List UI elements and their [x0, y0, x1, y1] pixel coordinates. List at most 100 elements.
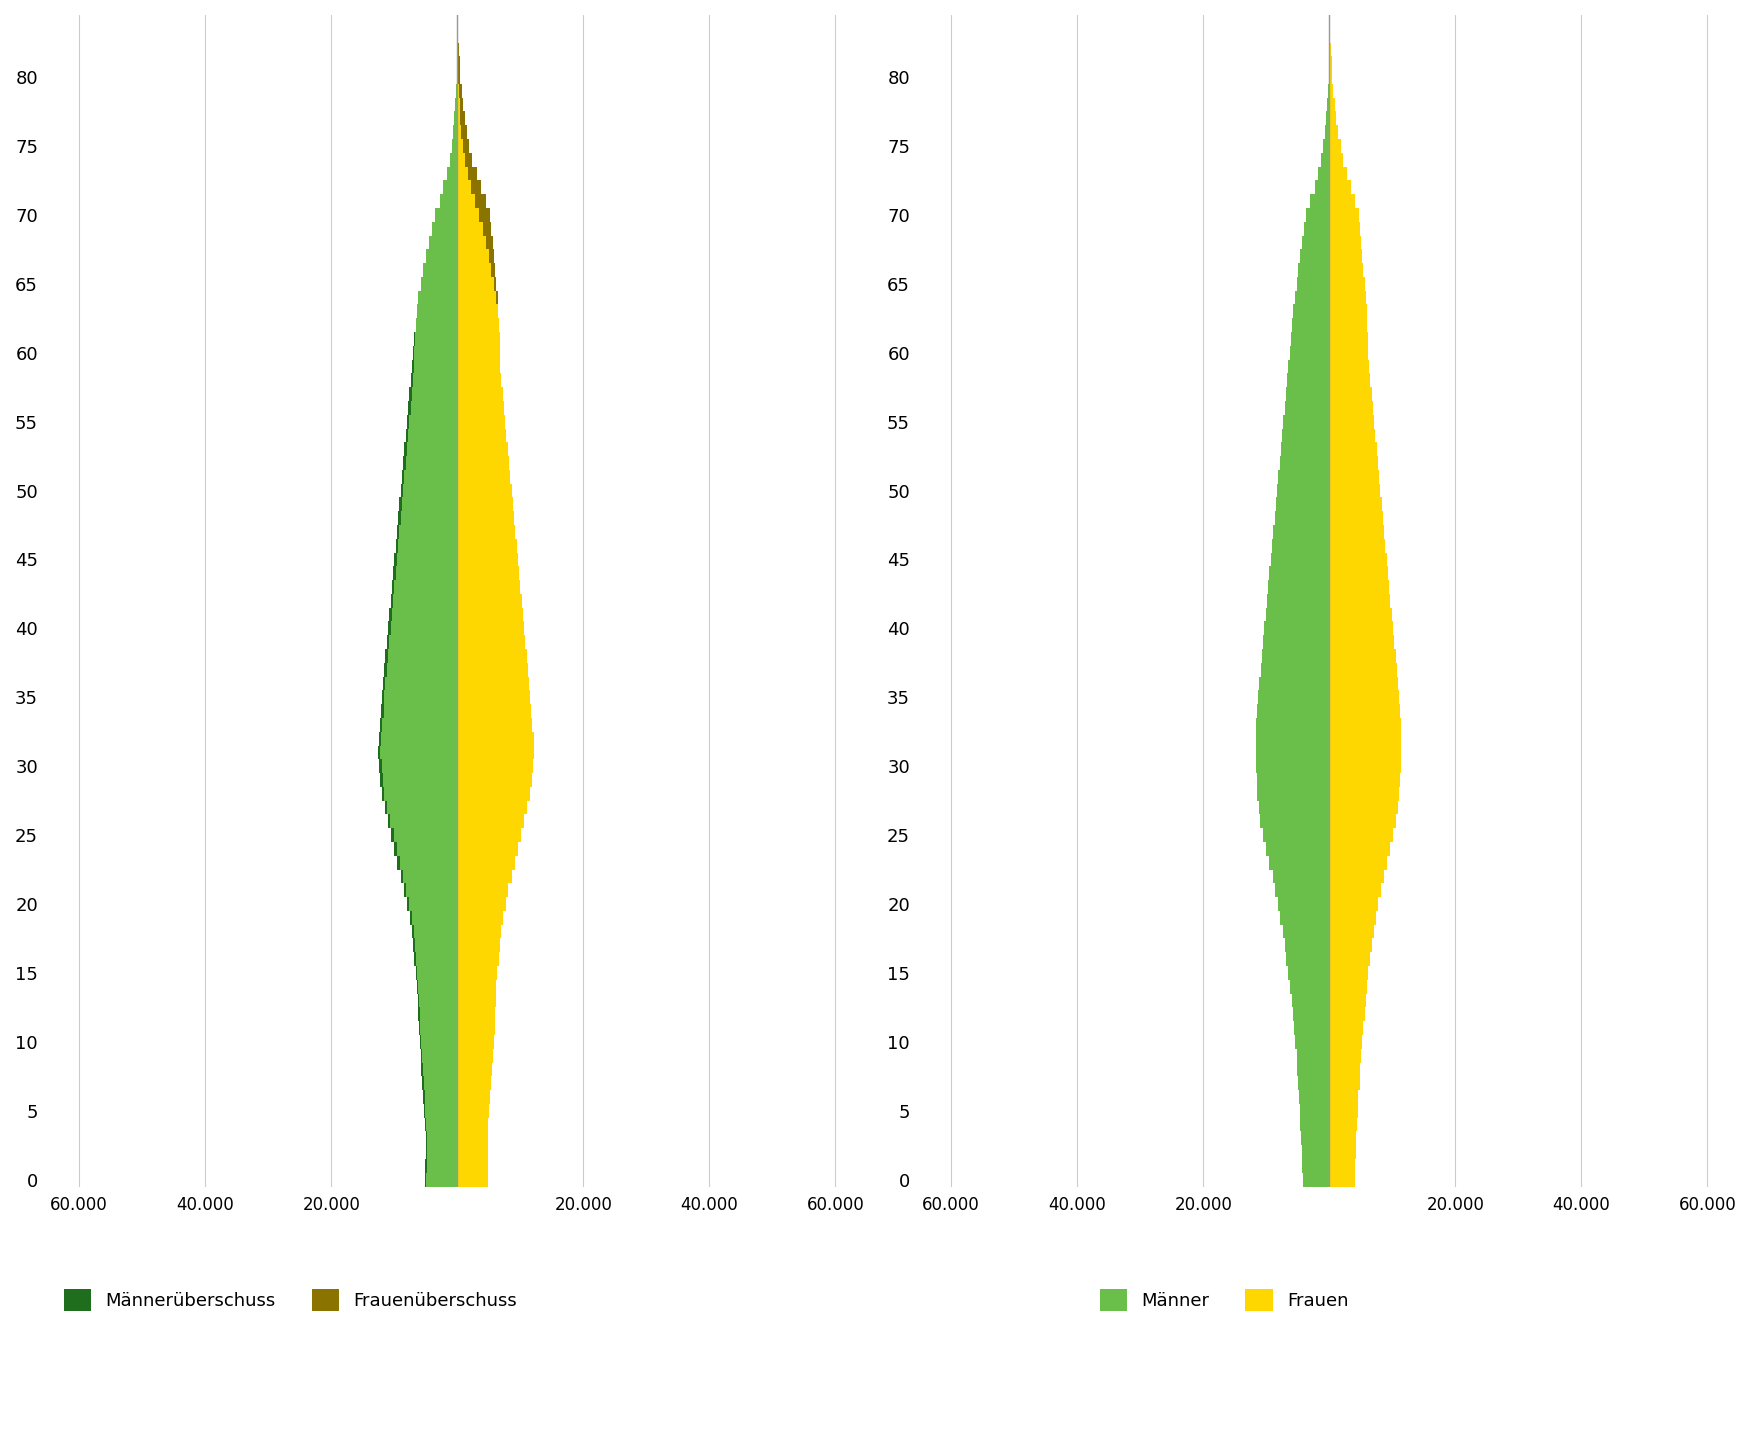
- Bar: [1330, 484, 1381, 497]
- Bar: [1256, 759, 1330, 772]
- Bar: [433, 222, 457, 235]
- Bar: [426, 1159, 457, 1173]
- Bar: [457, 925, 501, 938]
- Bar: [1330, 938, 1372, 953]
- Bar: [457, 980, 496, 994]
- Bar: [1261, 648, 1330, 663]
- Bar: [385, 801, 387, 814]
- Bar: [410, 911, 412, 925]
- Bar: [1330, 331, 1369, 346]
- Bar: [401, 484, 403, 497]
- Legend: Männer, Frauen: Männer, Frauen: [1092, 1281, 1356, 1319]
- Bar: [1282, 925, 1330, 938]
- Bar: [457, 388, 503, 401]
- Bar: [1274, 525, 1330, 539]
- Bar: [1330, 787, 1400, 801]
- Bar: [394, 552, 457, 566]
- Bar: [1330, 497, 1381, 512]
- Bar: [1330, 566, 1388, 581]
- Bar: [485, 235, 493, 249]
- Bar: [1330, 1131, 1356, 1146]
- Bar: [1330, 318, 1367, 331]
- Bar: [1296, 1062, 1330, 1076]
- Bar: [440, 195, 457, 208]
- Bar: [417, 980, 457, 994]
- Bar: [1330, 829, 1393, 842]
- Bar: [1330, 346, 1369, 360]
- Bar: [380, 772, 383, 787]
- Bar: [380, 772, 457, 787]
- Bar: [1330, 842, 1390, 856]
- Bar: [457, 304, 498, 318]
- Bar: [1330, 138, 1340, 153]
- Bar: [1330, 953, 1370, 965]
- Bar: [419, 1022, 457, 1035]
- Bar: [429, 235, 457, 249]
- Bar: [1330, 291, 1367, 304]
- Bar: [1330, 1159, 1354, 1173]
- Bar: [403, 455, 406, 470]
- Bar: [457, 346, 500, 360]
- Bar: [1330, 690, 1400, 705]
- Bar: [457, 180, 482, 195]
- Bar: [459, 98, 463, 111]
- Bar: [457, 648, 526, 663]
- Bar: [457, 869, 512, 883]
- Bar: [461, 111, 464, 125]
- Bar: [390, 829, 457, 842]
- Bar: [480, 208, 491, 222]
- Bar: [387, 635, 457, 648]
- Bar: [403, 455, 457, 470]
- Bar: [406, 415, 410, 428]
- Bar: [380, 759, 382, 772]
- Bar: [401, 470, 405, 484]
- Bar: [406, 898, 410, 911]
- Legend: Männerüberschuss, Frauenüberschuss: Männerüberschuss, Frauenüberschuss: [56, 1281, 524, 1319]
- Bar: [457, 249, 494, 264]
- Bar: [457, 484, 512, 497]
- Bar: [454, 111, 457, 125]
- Bar: [457, 883, 508, 898]
- Bar: [457, 1104, 489, 1118]
- Bar: [457, 318, 500, 331]
- Bar: [399, 497, 401, 512]
- Bar: [1288, 360, 1330, 373]
- Bar: [383, 663, 457, 677]
- Bar: [1284, 415, 1330, 428]
- Bar: [399, 497, 457, 512]
- Bar: [457, 539, 517, 552]
- Bar: [390, 829, 394, 842]
- Bar: [457, 1076, 491, 1089]
- Bar: [1330, 470, 1379, 484]
- Bar: [1330, 539, 1386, 552]
- Bar: [390, 594, 457, 608]
- Bar: [457, 718, 533, 732]
- Bar: [389, 608, 457, 621]
- Bar: [468, 167, 477, 180]
- Bar: [434, 208, 457, 222]
- Bar: [457, 787, 531, 801]
- Bar: [385, 648, 457, 663]
- Bar: [457, 953, 498, 965]
- Bar: [1330, 512, 1383, 525]
- Bar: [457, 814, 524, 829]
- Bar: [410, 388, 412, 401]
- Bar: [457, 167, 477, 180]
- Bar: [1300, 1118, 1330, 1131]
- Bar: [1330, 663, 1397, 677]
- Bar: [424, 264, 457, 277]
- Bar: [1298, 1076, 1330, 1089]
- Bar: [1330, 360, 1369, 373]
- Bar: [394, 842, 398, 856]
- Bar: [424, 1104, 457, 1118]
- Bar: [1296, 1049, 1330, 1062]
- Bar: [1330, 581, 1390, 594]
- Bar: [1330, 883, 1381, 898]
- Bar: [1330, 208, 1360, 222]
- Bar: [457, 111, 464, 125]
- Bar: [1330, 195, 1354, 208]
- Bar: [443, 180, 457, 195]
- Bar: [389, 814, 390, 829]
- Bar: [380, 718, 457, 732]
- Bar: [383, 663, 387, 677]
